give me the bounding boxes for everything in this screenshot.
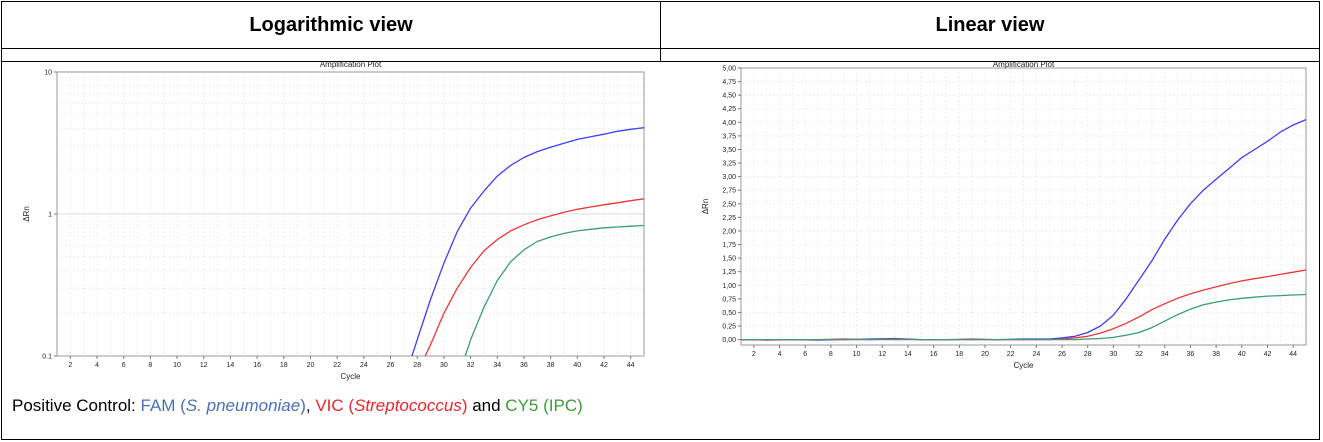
y-tick-label: 0.1 [42,354,52,361]
y-tick-label: 1,50 [722,256,736,263]
x-tick-label: 18 [280,362,288,369]
column-divider [660,1,661,61]
cy5-series-line [464,224,645,357]
y-tick-label: 4,00 [722,120,736,127]
x-tick-label: 8 [829,351,833,358]
x-tick-label: 12 [878,351,886,358]
x-tick-label: 34 [493,362,501,369]
chart-title: Amplification Plot [993,62,1055,69]
x-tick-label: 14 [227,362,235,369]
x-tick-label: 32 [1135,351,1143,358]
y-tick-label: 4,75 [722,79,736,86]
x-tick-label: 44 [1289,351,1297,358]
y-tick-label: 0,25 [722,323,736,330]
logarithmic-view-header: Logarithmic view [249,14,413,36]
caption-vic-label: VIC ( [315,396,355,415]
y-tick-label: 4,50 [722,93,736,100]
y-tick-label: 1,00 [722,283,736,290]
x-tick-label: 8 [148,362,152,369]
y-tick-label: 0,75 [722,296,736,303]
x-tick-label: 30 [440,362,448,369]
x-tick-label: 36 [1187,351,1195,358]
y-tick-label: 3,00 [722,174,736,181]
chart-top-divider [1,61,1320,62]
x-tick-label: 32 [467,362,475,369]
x-tick-label: 16 [930,351,938,358]
y-tick-label: 1 [48,212,52,219]
x-tick-label: 20 [981,351,989,358]
y-tick-label: 2,25 [722,215,736,222]
y-tick-label: 5,00 [722,66,736,73]
y-axis-label: ΔRn [701,199,710,215]
y-tick-label: 0,00 [722,337,736,344]
x-tick-label: 2 [752,351,756,358]
x-tick-label: 28 [413,362,421,369]
x-axis-label: Cycle [1013,361,1034,370]
y-tick-label: 0,50 [722,310,736,317]
legend-caption: Positive Control: FAM (S. pneumoniae), V… [12,396,583,416]
plot-area [741,68,1306,345]
caption-sep2: and [467,396,506,415]
x-tick-label: 6 [803,351,807,358]
x-tick-label: 24 [360,362,368,369]
y-tick-label: 3,75 [722,133,736,140]
x-tick-label: 10 [853,351,861,358]
x-tick-label: 40 [573,362,581,369]
caption-fam-close: ) [300,396,306,415]
x-tick-label: 44 [627,362,635,369]
x-tick-label: 4 [95,362,99,369]
x-tick-label: 26 [1058,351,1066,358]
x-tick-label: 24 [1032,351,1040,358]
caption-fam-organism: S. pneumoniae [185,396,301,415]
x-tick-label: 38 [547,362,555,369]
y-tick-label: 1,25 [722,269,736,276]
caption-vic-close: ) [461,396,468,415]
y-tick-label: 2,00 [722,228,736,235]
fam-series-line [411,127,645,357]
y-axis-label: ΔRn [22,206,31,222]
plot-border [740,67,1307,346]
y-tick-label: 3,25 [722,161,736,168]
y-tick-label: 2,75 [722,188,736,195]
cy5-series-line [741,293,1307,341]
caption-prefix: Positive Control: [12,396,141,415]
y-tick-label: 3,50 [722,147,736,154]
x-tick-label: 14 [904,351,912,358]
x-tick-label: 16 [253,362,261,369]
x-tick-label: 34 [1161,351,1169,358]
y-tick-label: 2,50 [722,201,736,208]
y-tick-label: 10 [44,70,52,77]
x-tick-label: 12 [200,362,208,369]
x-tick-label: 4 [778,351,782,358]
x-tick-label: 20 [307,362,315,369]
y-tick-label: 4,25 [722,106,736,113]
caption-vic-organism: Streptococcus [354,396,462,415]
x-tick-label: 10 [173,362,181,369]
x-tick-label: 2 [68,362,72,369]
x-tick-label: 22 [1007,351,1015,358]
y-tick-label: 1,75 [722,242,736,249]
linear-view-header: Linear view [935,14,1045,36]
x-tick-label: 18 [955,351,963,358]
caption-fam-label: FAM ( [140,396,186,415]
x-axis-label: Cycle [340,372,361,381]
x-tick-label: 38 [1212,351,1220,358]
x-tick-label: 28 [1084,351,1092,358]
x-tick-label: 30 [1109,351,1117,358]
x-tick-label: 42 [600,362,608,369]
caption-cy5-label: CY5 (IPC) [505,396,583,415]
x-tick-label: 42 [1264,351,1272,358]
vic-series-line [424,198,645,357]
x-tick-label: 6 [122,362,126,369]
x-tick-label: 26 [387,362,395,369]
chart-title: Amplification Plot [320,62,382,69]
x-tick-label: 40 [1238,351,1246,358]
x-tick-label: 36 [520,362,528,369]
x-tick-label: 22 [333,362,341,369]
caption-sep1: , [305,396,316,415]
